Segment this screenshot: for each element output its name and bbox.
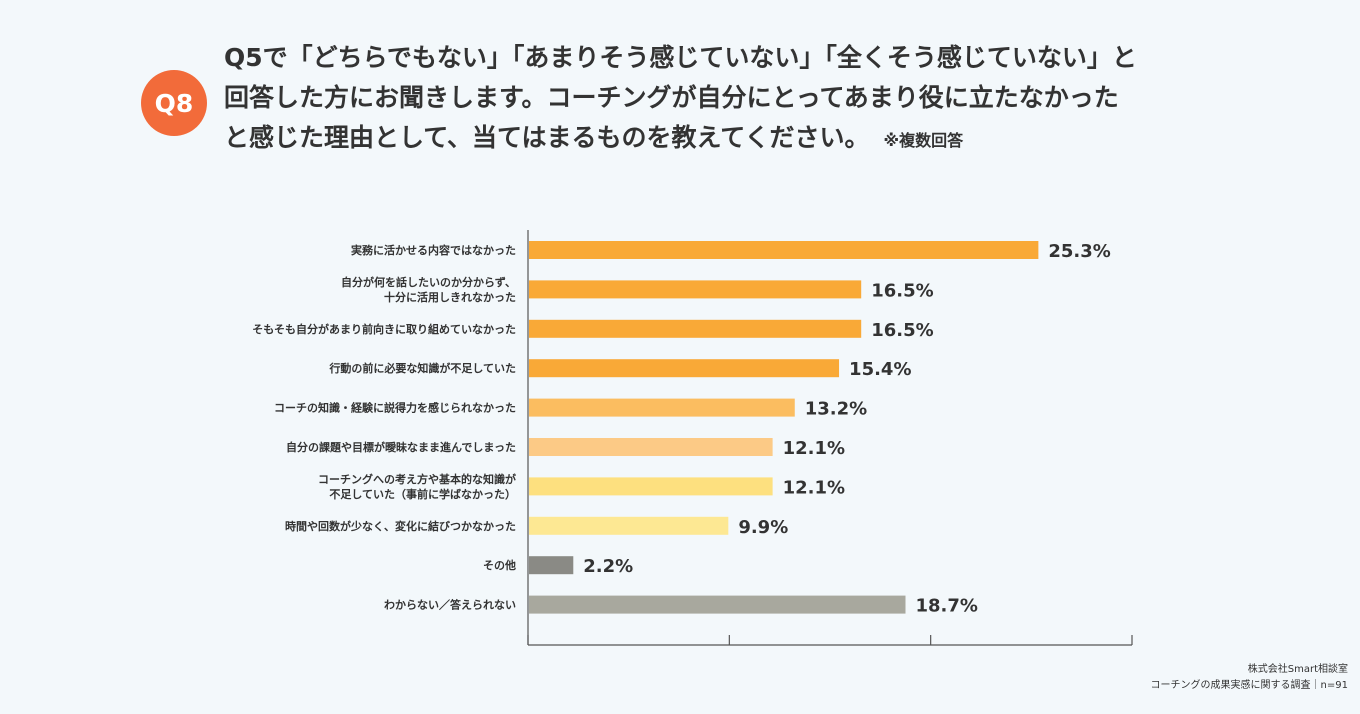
bar-value-label: 18.7% — [915, 596, 977, 617]
multiple-answer-note: ※複数回答 — [883, 131, 964, 150]
source-footer: 株式会社Smart相談室 コーチングの成果実感に関する調査｜n=91 — [1151, 662, 1348, 694]
bar-value-label: 16.5% — [871, 280, 933, 301]
bar-value-label: 13.2% — [805, 399, 867, 420]
bar — [529, 556, 574, 575]
bar-value-label: 9.9% — [738, 517, 788, 538]
company-name: 株式会社Smart相談室 — [1247, 664, 1348, 675]
question-line-1: Q5で「どちらでもない」「あまりそう感じていない」「全くそう感じていない」と — [224, 43, 1137, 72]
bar-value-label: 15.4% — [849, 359, 911, 380]
category-label: コーチングへの考え方や基本的な知識が — [318, 472, 516, 486]
bar-value-label: 25.3% — [1048, 241, 1110, 262]
bar-value-label: 12.1% — [783, 477, 845, 498]
question-line-2: 回答した方にお聞きします。コーチングが自分にとってあまり役に立たなかった — [224, 83, 1119, 112]
bar — [529, 319, 862, 338]
question-text: Q5で「どちらでもない」「あまりそう感じていない」「全くそう感じていない」と 回… — [224, 38, 1234, 161]
bar — [529, 516, 729, 535]
category-label: わからない／答えられない — [384, 598, 516, 612]
category-label: コーチの知識・経験に説得力を感じられなかった — [274, 401, 516, 415]
bar — [529, 398, 795, 417]
bar-value-label: 2.2% — [583, 556, 633, 577]
bar — [529, 280, 862, 299]
bar-value-label: 16.5% — [871, 320, 933, 341]
category-label: 行動の前に必要な知識が不足していた — [328, 361, 516, 375]
category-label: その他 — [483, 558, 516, 572]
bar — [529, 359, 840, 378]
bar — [529, 241, 1039, 259]
category-label: 自分の課題や目標が曖昧なまま進んでしまった — [286, 440, 516, 454]
bar — [529, 438, 773, 456]
question-line-3-text: と感じた理由として、当てはまるものを教えてください。 — [224, 123, 870, 152]
category-label: 十分に活用しきれなかった — [384, 290, 516, 304]
category-label: 時間や回数が少なく、変化に結びつかなかった — [285, 519, 516, 533]
category-label: 自分が何を話したいのか分からず、 — [341, 275, 516, 289]
bar — [529, 595, 906, 614]
bar-value-label: 12.1% — [783, 438, 845, 459]
question-number-badge: Q8 — [141, 70, 207, 136]
bar — [529, 477, 773, 496]
question-line-3: と感じた理由として、当てはまるものを教えてください。 ※複数回答 — [224, 118, 1234, 161]
survey-name: コーチングの成果実感に関する調査｜n=91 — [1150, 680, 1348, 691]
category-label: 不足していた（事前に学ばなかった） — [329, 487, 516, 501]
category-label: 実務に活かせる内容ではなかった — [351, 243, 516, 257]
category-label: そもそも自分があまり前向きに取り組めていなかった — [252, 322, 516, 336]
